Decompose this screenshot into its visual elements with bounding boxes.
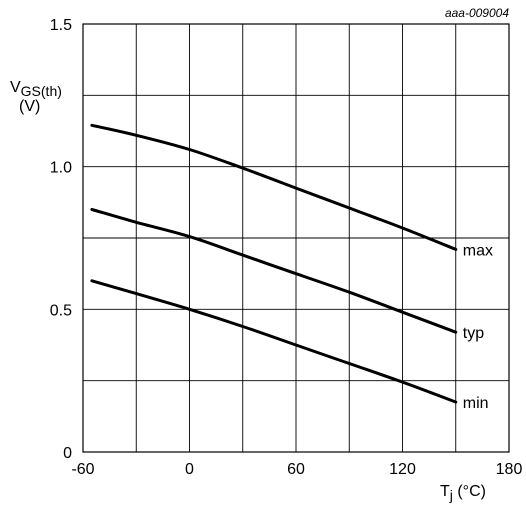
- x-axis-label-unit: (°C): [453, 483, 486, 500]
- series-label-max: max: [463, 242, 493, 259]
- x-tick-label: 0: [185, 461, 194, 478]
- y-tick-label: 1.0: [50, 160, 72, 177]
- series-line-max: [90, 123, 458, 251]
- y-tick-labels: 0 0.5 1.0 1.5: [50, 17, 72, 462]
- y-axis-label: VGS(th): [10, 79, 62, 99]
- x-tick-labels: -60 0 60 120 180: [71, 461, 522, 478]
- y-tick-label: 1.5: [50, 17, 72, 34]
- x-tick-label: 60: [287, 461, 305, 478]
- series-line-min: [90, 279, 458, 404]
- x-tick-label: -60: [71, 461, 94, 478]
- x-axis-label: Tj (°C): [440, 483, 486, 503]
- y-axis-unit: (V): [19, 98, 40, 115]
- y-tick-label: 0: [63, 445, 72, 462]
- series-label-min: min: [463, 395, 489, 412]
- x-tick-label: 180: [496, 461, 523, 478]
- figure-reference: aaa-009004: [445, 6, 509, 20]
- x-axis-label-subscript: j: [449, 487, 453, 503]
- grid: [82, 23, 510, 453]
- series-label-typ: typ: [463, 325, 484, 342]
- x-axis-label-main: T: [440, 483, 450, 500]
- y-tick-label: 0.5: [50, 302, 72, 319]
- y-axis-label-main: V: [10, 79, 21, 96]
- series-group: max typ min: [90, 123, 493, 412]
- series-line-typ: [90, 208, 458, 334]
- plot-frame: [82, 23, 510, 453]
- x-tick-label: 120: [389, 461, 416, 478]
- y-axis-label-subscript: GS(th): [21, 83, 62, 99]
